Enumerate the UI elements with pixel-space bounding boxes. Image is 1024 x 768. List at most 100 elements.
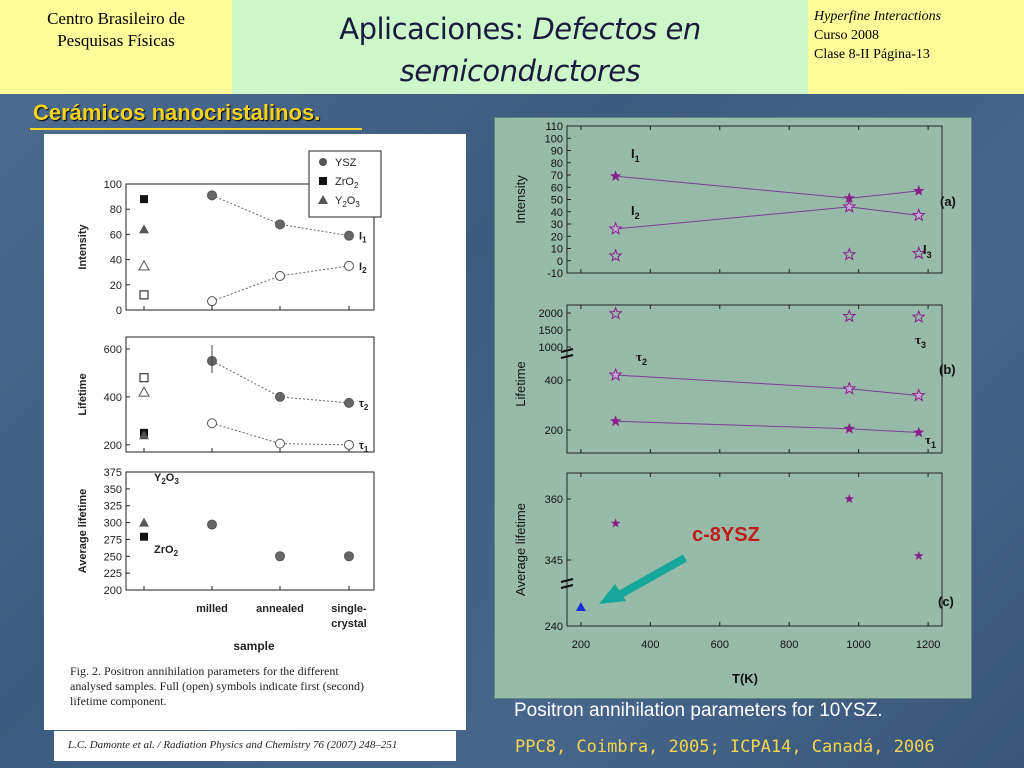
data-point-I1 bbox=[913, 184, 925, 196]
figure-caption-line: Fig. 2. Positron annihilation parameters… bbox=[70, 664, 339, 678]
y-axis-label: Average lifetime bbox=[77, 489, 89, 574]
data-point-average-lifetime bbox=[914, 550, 924, 560]
y-tick-label: 60 bbox=[110, 229, 122, 241]
right-figure-panel: -10 0 10 20 30 40 50 60 70 80 90 100 110 Intensity I1 I… bbox=[494, 117, 972, 699]
data-point bbox=[275, 270, 285, 281]
ref-point-y2o3 bbox=[139, 224, 149, 234]
y-tick-label: 325 bbox=[104, 501, 122, 513]
data-point bbox=[207, 296, 217, 307]
series-label-tau2: τ2 bbox=[636, 349, 647, 367]
y-tick-label: 20 bbox=[551, 231, 563, 243]
ref-point-zro2 bbox=[140, 195, 148, 204]
series-label-I3: I3 bbox=[923, 242, 932, 260]
series-line-τ1 bbox=[211, 422, 350, 446]
data-point bbox=[275, 438, 285, 449]
series-label: τ1 bbox=[359, 440, 369, 454]
page-info: Clase 8-II Página-13 bbox=[814, 47, 930, 62]
data-point bbox=[344, 439, 354, 450]
legend-label: YSZ bbox=[335, 157, 357, 169]
panel-c-frame bbox=[566, 472, 943, 627]
annotation-c8ysz: c-8YSZ bbox=[692, 524, 760, 546]
subtitle-underline bbox=[30, 128, 362, 130]
x-category-label: single- bbox=[331, 603, 367, 615]
y-tick-label: 300 bbox=[104, 518, 122, 530]
y-tick-label: 250 bbox=[104, 551, 122, 563]
data-point-average-lifetime bbox=[844, 494, 854, 503]
data-point-τ2 bbox=[608, 367, 623, 382]
left-figure-chart: 0 20 40 60 80 100 Intensity I1 I2 200 400 600 Lifeti… bbox=[70, 150, 382, 708]
legend-marker-zro2 bbox=[319, 177, 327, 185]
data-point-I3 bbox=[911, 245, 926, 260]
series-line-τ1 bbox=[615, 420, 919, 433]
series-label-I1: I1 bbox=[631, 146, 640, 164]
title-plain: Aplicaciones: bbox=[339, 12, 533, 46]
x-category-label: crystal bbox=[331, 618, 366, 630]
panel-label-a: (a) bbox=[940, 194, 956, 209]
y-tick-label: 200 bbox=[104, 440, 122, 452]
data-point-τ3 bbox=[608, 306, 623, 320]
axes-frame-2 bbox=[125, 471, 375, 591]
panel-label-c: (c) bbox=[938, 594, 954, 609]
x-tick-label: 800 bbox=[780, 639, 798, 651]
y-tick-label: 375 bbox=[104, 467, 122, 479]
y-tick-label: 80 bbox=[551, 158, 563, 170]
data-point-τ1 bbox=[913, 426, 925, 438]
panel-b-frame bbox=[566, 304, 943, 454]
y-axis-label: Lifetime bbox=[77, 373, 89, 415]
data-point bbox=[344, 397, 354, 408]
y-tick-label: 40 bbox=[551, 207, 563, 219]
data-point bbox=[344, 551, 354, 562]
right-figure-source: PPC8, Coimbra, 2005; ICPA14, Canadá, 200… bbox=[515, 737, 935, 757]
institution-box: Centro Brasileiro de Pesquisas Físicas bbox=[0, 0, 232, 94]
course-name: Hyperfine Interactions bbox=[814, 9, 942, 24]
x-tick-label: 600 bbox=[711, 639, 729, 651]
figure-caption-line: lifetime component. bbox=[70, 694, 167, 708]
panel-a-frame bbox=[566, 125, 943, 274]
y-tick-label: 1500 bbox=[539, 325, 563, 337]
y-tick-label: -10 bbox=[547, 268, 563, 280]
x-tick-label: 200 bbox=[572, 639, 590, 651]
data-point-τ1 bbox=[609, 415, 622, 427]
series-label: I2 bbox=[359, 261, 367, 275]
ref-point-zro2 bbox=[139, 290, 149, 300]
axes-frame-0 bbox=[125, 183, 375, 311]
y-tick-label: 30 bbox=[551, 219, 563, 231]
data-point-I2 bbox=[842, 199, 857, 213]
y-tick-label: 90 bbox=[551, 146, 563, 158]
annotation-arrow-head bbox=[599, 584, 626, 604]
x-axis-label: T(K) bbox=[732, 671, 758, 686]
data-point-τ2 bbox=[911, 388, 926, 402]
legend-marker-ysz bbox=[319, 158, 327, 166]
title-italic: Defectos en semiconductores bbox=[399, 12, 702, 88]
y-tick-label: 0 bbox=[557, 256, 563, 268]
institution-line2: Pesquisas Físicas bbox=[57, 31, 175, 50]
axis-break-mark bbox=[560, 584, 574, 589]
ref-point-y2o3 bbox=[138, 386, 150, 397]
series-label-tau3: τ3 bbox=[915, 332, 926, 350]
y-axis-label: Intensity bbox=[77, 224, 89, 270]
course-box: Hyperfine Interactions Curso 2008 Clase … bbox=[808, 0, 1024, 94]
y-tick-label: 0 bbox=[116, 305, 122, 317]
data-point-I1 bbox=[609, 170, 622, 182]
left-figure-panel: 0 20 40 60 80 100 Intensity I1 I2 200 400 600 Lifeti… bbox=[44, 134, 466, 730]
y-tick-label: 40 bbox=[110, 255, 122, 267]
y-tick-label: 350 bbox=[104, 484, 122, 496]
y-tick-label: 2000 bbox=[539, 308, 563, 320]
y-axis-label: Intensity bbox=[513, 175, 528, 224]
y-tick-label: 60 bbox=[551, 182, 563, 194]
institution-line1: Centro Brasileiro de bbox=[47, 9, 185, 28]
data-point-I3 bbox=[842, 247, 857, 261]
data-point bbox=[275, 551, 285, 562]
y-tick-label: 345 bbox=[545, 555, 563, 567]
data-point-I3 bbox=[608, 248, 623, 262]
axis-break-mark bbox=[560, 578, 574, 583]
y-tick-label: 110 bbox=[545, 121, 563, 133]
data-point bbox=[275, 391, 285, 402]
data-point-I2 bbox=[911, 207, 926, 222]
y-tick-label: 80 bbox=[110, 204, 122, 216]
x-category-label: milled bbox=[196, 603, 228, 615]
data-point-I2 bbox=[608, 221, 623, 235]
series-line-τ2 bbox=[615, 374, 919, 396]
y-axis-label: Lifetime bbox=[513, 361, 528, 407]
